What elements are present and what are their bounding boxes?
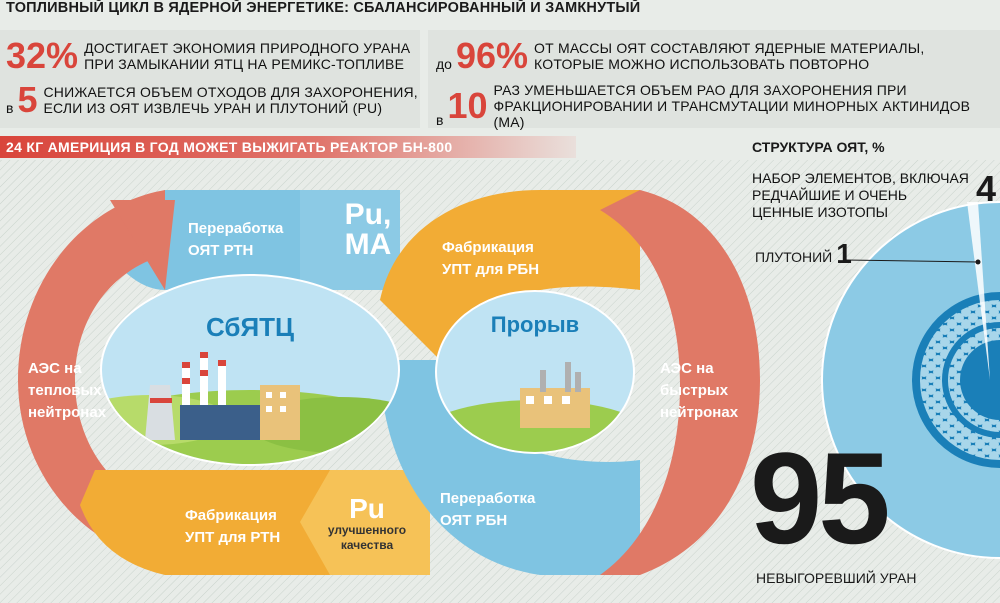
label-spent-fuel-processing-rtn: Переработка ОЯТ РТН	[188, 220, 284, 259]
uranium-label: НЕВЫГОРЕВШИЙ УРАН	[756, 570, 917, 586]
right-ring-blue-arc	[380, 360, 640, 575]
page-title: ТОПЛИВНЫЙ ЦИКЛ В ЯДЕРНОЙ ЭНЕРГЕТИКЕ: СБА…	[6, 0, 641, 16]
stat-number: 32%	[6, 35, 79, 76]
stat-text-line: ДОСТИГАЕТ ЭКОНОМИЯ ПРИРОДНОГО УРАНА	[84, 40, 411, 56]
link-bottom-arrow	[270, 470, 330, 575]
stats-panel-right	[428, 30, 1000, 128]
plutonium-label: ПЛУТОНИЙ	[755, 249, 833, 265]
stat-text-line: ПРИ ЗАМЫКАНИИ ЯТЦ НА РЕМИКС-ТОПЛИВЕ	[84, 56, 405, 72]
left-center-landscape	[100, 274, 400, 466]
link-pu-quality: Pu улучшенного качества	[327, 493, 407, 553]
stat-rao-reduction: в 10 РАЗ УМЕНЬШАЕТСЯ ОБЪЕМ РАО ДЛЯ ЗАХОР…	[436, 82, 1000, 130]
stat-text-line: ЕСЛИ ИЗ ОЯТ ИЗВЛЕЧЬ УРАН И ПЛУТОНИЙ (PU)	[43, 100, 383, 116]
stat-waste-reduction: в 5 СНИЖАЕТСЯ ОБЪЕМ ОТХОДОВ ДЛЯ ЗАХОРОНЕ…	[6, 82, 418, 118]
right-center-landscape	[435, 290, 635, 454]
left-ring-bottom-band	[80, 470, 330, 575]
label-thermal-npp: АЭС на тепловых нейтронах	[28, 360, 107, 421]
stat-text-line: ОТ МАССЫ ОЯТ СОСТАВЛЯЮТ ЯДЕРНЫЕ МАТЕРИАЛ…	[534, 40, 925, 56]
stat-number: 96%	[455, 35, 529, 76]
rare-elements-label: НАБОР ЭЛЕМЕНТОВ, ВКЛЮЧАЯ РЕДЧАЙШИЕ И ОЧЕ…	[752, 170, 969, 220]
stat-prefix: до	[436, 56, 452, 72]
plutonium-value: 1	[836, 238, 852, 269]
stat-number: 5	[17, 79, 38, 120]
structure-title: СТРУКТУРА ОЯТ, %	[752, 139, 885, 155]
label-fuel-fabrication-rtn: Фабрикация УПТ для РТН	[185, 507, 281, 546]
plutonium-row: ПЛУТОНИЙ 1	[755, 240, 852, 268]
americium-banner: 24 КГ АМЕРИЦИЯ В ГОД МОЖЕТ ВЫЖИГАТЬ РЕАК…	[0, 136, 576, 158]
stat-text-line: ФРАКЦИОНИРОВАНИИ И ТРАНСМУТАЦИИ МИНОРНЫХ…	[493, 98, 971, 130]
link-pu-ma: Pu, MA	[344, 198, 392, 261]
link-top-block	[300, 190, 400, 290]
left-ring-red-arc	[18, 190, 165, 562]
label-spent-fuel-processing-rbn: Переработка ОЯТ РБН	[440, 490, 536, 529]
stat-number: 10	[447, 85, 488, 126]
stats-panel-left	[0, 30, 420, 128]
stat-text-line: СНИЖАЕТСЯ ОБЪЕМ ОТХОДОВ ДЛЯ ЗАХОРОНЕНИЯ,	[43, 84, 418, 100]
left-ring-red-arrow	[110, 200, 175, 290]
rare-elements-value: 4	[976, 168, 997, 209]
stat-reusable-materials: до 96% ОТ МАССЫ ОЯТ СОСТАВЛЯЮТ ЯДЕРНЫЕ М…	[436, 38, 924, 74]
label-fast-npp: АЭС на быстрых нейтронах	[660, 360, 739, 421]
label-fuel-fabrication-rbn: Фабрикация УПТ для РБН	[442, 239, 540, 278]
link-bottom-block	[300, 470, 430, 575]
right-ring-orange-arc	[380, 190, 640, 360]
stat-prefix: в	[436, 112, 444, 128]
center-label-sbyatc: СбЯТЦ	[205, 312, 295, 342]
stat-text-line: РАЗ УМЕНЬШАЕТСЯ ОБЪЕМ РАО ДЛЯ ЗАХОРОНЕНИ…	[493, 82, 907, 98]
stat-text-line: КОТОРЫЕ МОЖНО ИСПОЛЬЗОВАТЬ ПОВТОРНО	[534, 56, 870, 72]
stat-uranium-savings: 32% ДОСТИГАЕТ ЭКОНОМИЯ ПРИРОДНОГО УРАНА …	[6, 38, 410, 74]
uranium-value: 95	[750, 425, 891, 571]
stat-prefix: в	[6, 100, 14, 116]
right-ring-salmon-arc	[600, 190, 760, 575]
center-label-proryv: Прорыв	[490, 312, 580, 337]
spent-fuel-structure-chart	[821, 201, 1000, 559]
